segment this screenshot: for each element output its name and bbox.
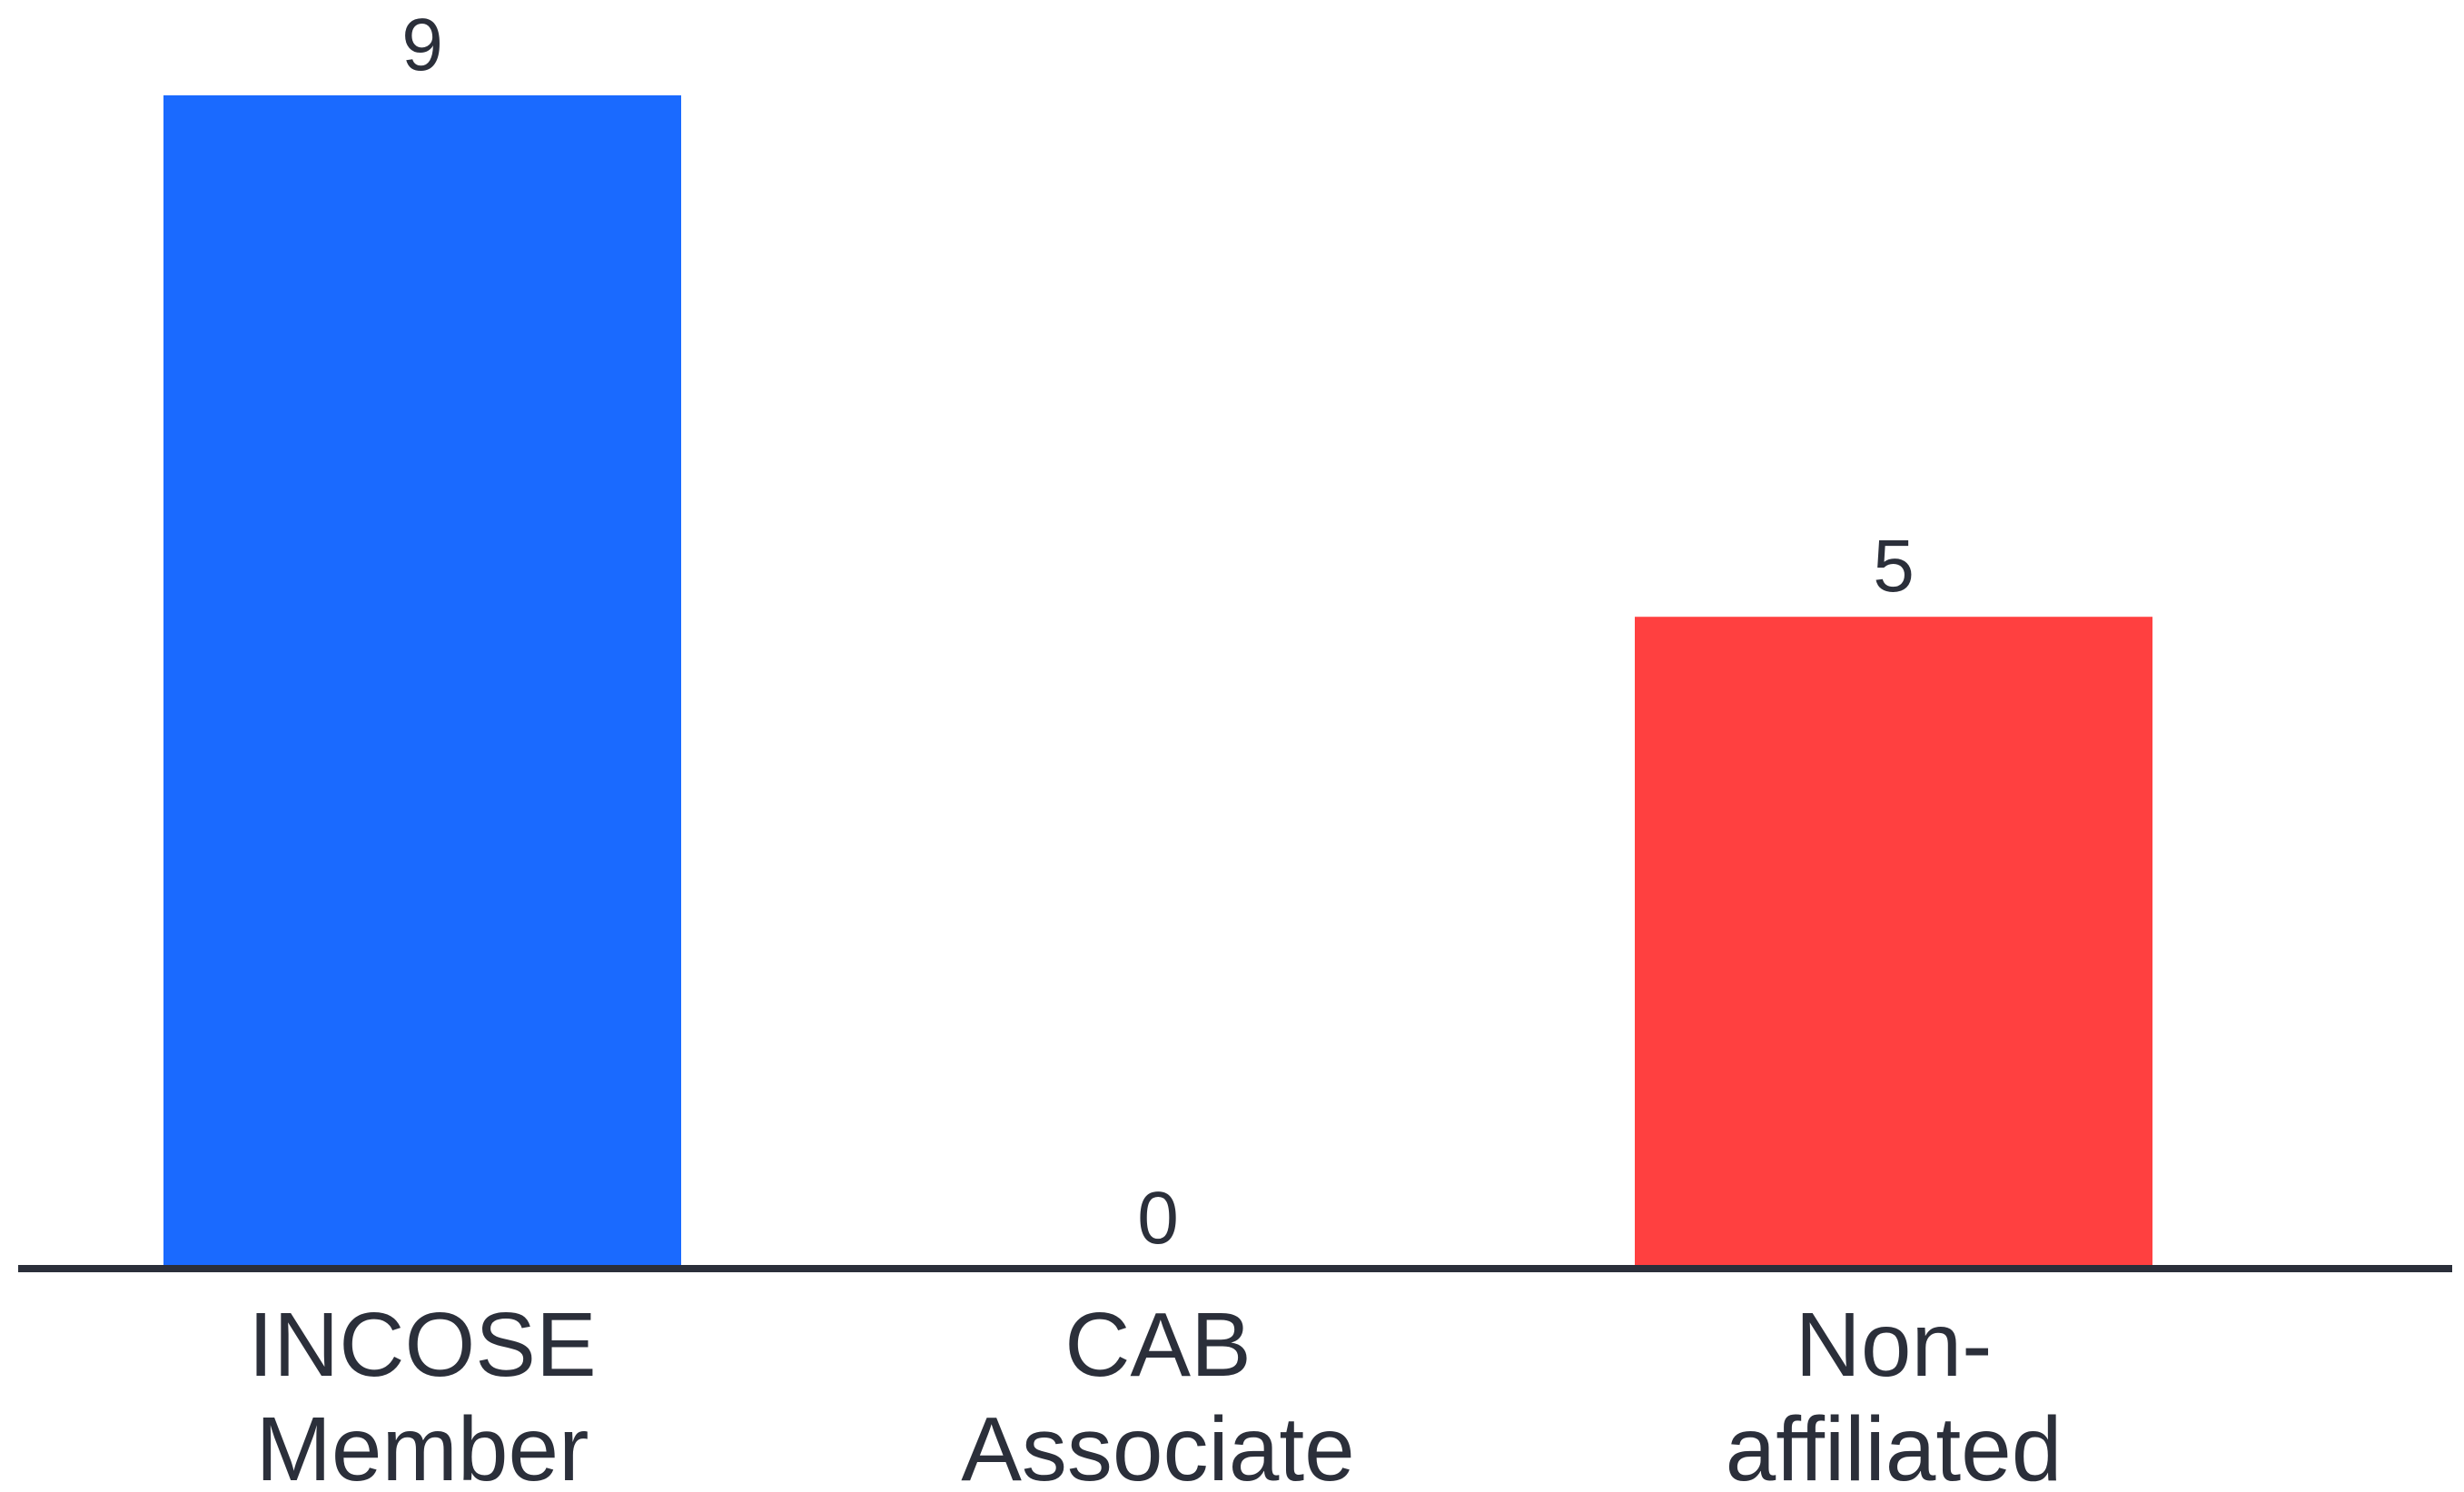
category-label-0-line-1: Member [256,1398,589,1492]
value-label-0: 9 [401,4,443,86]
category-label-1-line-1: Associate [961,1398,1355,1492]
value-label-1: 0 [1137,1177,1179,1260]
bars-group [163,95,2152,1269]
value-labels-group: 9 0 5 [401,4,1915,1260]
bar-0 [163,95,681,1269]
category-label-2-line-0: Non- [1796,1294,1993,1396]
category-label-2-line-1: affiliated [1726,1398,2063,1492]
category-label-0-line-0: INCOSE [248,1294,596,1396]
category-label-1-line-0: CAB [1064,1294,1252,1396]
value-label-2: 5 [1873,525,1915,608]
bar-2 [1635,617,2152,1269]
